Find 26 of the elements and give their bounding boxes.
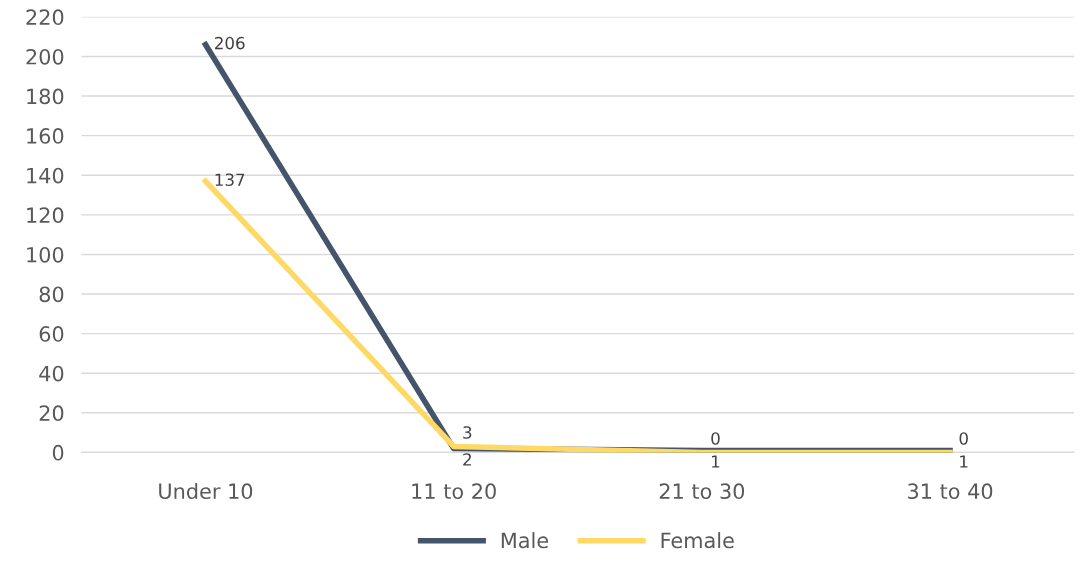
- y-tick-label: 40: [39, 365, 64, 382]
- y-tick-label: 20: [39, 405, 64, 422]
- y-tick-label: 120: [27, 207, 64, 224]
- y-tick-label: 180: [27, 88, 64, 105]
- y-tick-label: 0: [52, 444, 64, 461]
- y-tick-label: 140: [27, 167, 64, 184]
- data-label: 137: [215, 173, 245, 187]
- y-tick-label: 220: [26, 9, 64, 26]
- data-label: 1: [960, 455, 968, 468]
- x-tick-label: Under 10: [159, 482, 253, 500]
- x-tick-label: 11 to 20: [412, 483, 496, 500]
- data-label: 0: [959, 432, 968, 445]
- data-label: 3: [463, 426, 472, 439]
- data-label: 1: [712, 455, 720, 468]
- y-tick-label: 60: [39, 326, 64, 342]
- y-tick-label: 80: [39, 286, 64, 303]
- y-tick-label: 100: [27, 246, 64, 263]
- y-tick-label: 200: [26, 48, 64, 65]
- y-tick-label: 160: [27, 128, 64, 144]
- data-label: 0: [711, 432, 720, 445]
- x-tick-label: 31 to 40: [908, 483, 993, 500]
- legend-label: Male: [501, 532, 549, 549]
- legend-label: Female: [661, 532, 734, 549]
- x-tick-label: 21 to 30: [659, 483, 745, 500]
- data-label: 206: [215, 36, 245, 50]
- data-label: 2: [463, 453, 471, 466]
